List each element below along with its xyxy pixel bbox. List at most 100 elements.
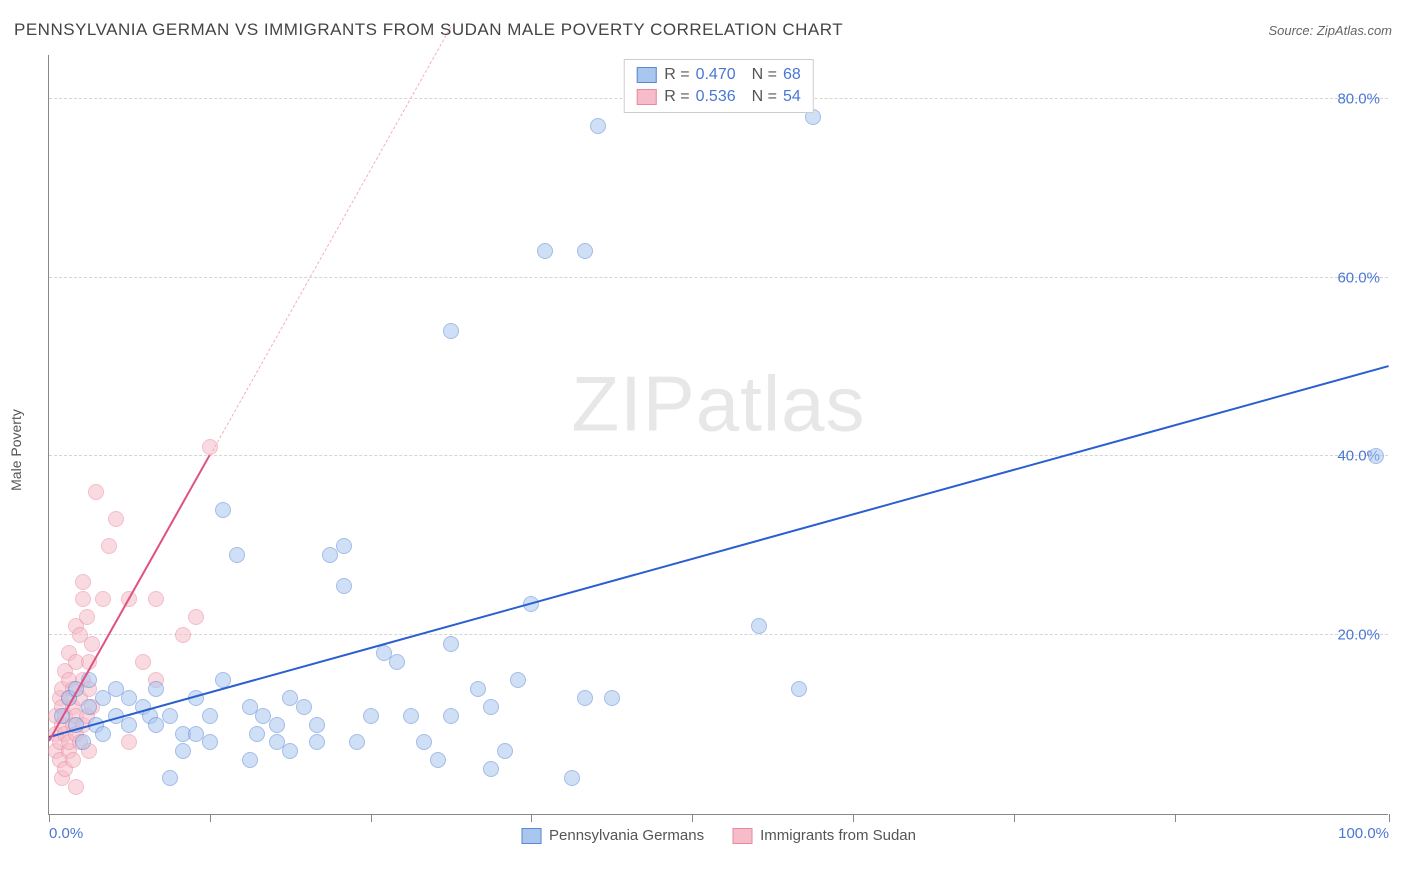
y-tick-label: 60.0% (1337, 269, 1380, 286)
legend-item: Immigrants from Sudan (732, 827, 916, 844)
data-point (416, 734, 432, 750)
plot-area: ZIPatlas R =0.470N =68R =0.536N =54 Penn… (48, 55, 1388, 815)
data-point (75, 734, 91, 750)
data-point (363, 708, 379, 724)
data-point (121, 717, 137, 733)
y-tick-label: 20.0% (1337, 627, 1380, 644)
trendline-extrapolated (209, 26, 451, 456)
data-point (791, 681, 807, 697)
data-point (1368, 448, 1384, 464)
x-tick (49, 814, 50, 822)
r-label: R = (664, 88, 689, 106)
chart-title: PENNSYLVANIA GERMAN VS IMMIGRANTS FROM S… (14, 20, 843, 40)
data-point (75, 591, 91, 607)
legend-series: Pennsylvania Germans Immigrants from Suda… (521, 827, 916, 844)
data-point (175, 627, 191, 643)
data-point (443, 708, 459, 724)
legend-swatch (521, 828, 541, 844)
data-point (162, 708, 178, 724)
x-tick (531, 814, 532, 822)
legend-swatch (636, 67, 656, 83)
r-value: 0.470 (696, 66, 736, 84)
data-point (68, 779, 84, 795)
data-point (95, 591, 111, 607)
data-point (242, 752, 258, 768)
data-point (249, 726, 265, 742)
x-tick (210, 814, 211, 822)
data-point (336, 538, 352, 554)
x-tick-label: 0.0% (49, 825, 83, 842)
y-axis-label: Male Poverty (8, 409, 24, 491)
data-point (215, 502, 231, 518)
data-point (497, 743, 513, 759)
data-point (95, 726, 111, 742)
x-tick-label: 100.0% (1338, 825, 1389, 842)
data-point (590, 118, 606, 134)
data-point (577, 690, 593, 706)
data-point (430, 752, 446, 768)
data-point (282, 743, 298, 759)
x-tick (853, 814, 854, 822)
data-point (443, 636, 459, 652)
data-point (751, 618, 767, 634)
data-point (537, 243, 553, 259)
data-point (443, 323, 459, 339)
data-point (470, 681, 486, 697)
data-point (309, 734, 325, 750)
data-point (229, 547, 245, 563)
trendline (49, 365, 1390, 738)
data-point (162, 770, 178, 786)
legend-item: Pennsylvania Germans (521, 827, 704, 844)
data-point (483, 699, 499, 715)
data-point (202, 734, 218, 750)
n-label: N = (752, 88, 777, 106)
data-point (121, 734, 137, 750)
data-point (389, 654, 405, 670)
gridline (49, 455, 1388, 456)
data-point (269, 717, 285, 733)
legend-swatch (732, 828, 752, 844)
legend-label: Immigrants from Sudan (760, 827, 916, 844)
data-point (577, 243, 593, 259)
data-point (135, 654, 151, 670)
y-tick-label: 80.0% (1337, 90, 1380, 107)
gridline (49, 277, 1388, 278)
data-point (84, 636, 100, 652)
gridline (49, 634, 1388, 635)
data-point (108, 511, 124, 527)
data-point (148, 591, 164, 607)
x-tick (1014, 814, 1015, 822)
data-point (349, 734, 365, 750)
data-point (175, 743, 191, 759)
source-label: Source: ZipAtlas.com (1268, 23, 1392, 38)
legend-correlation: R = 0.470 N = 68 R = 0.536 N = 54 (623, 59, 814, 113)
legend-label: Pennsylvania Germans (549, 827, 704, 844)
data-point (604, 690, 620, 706)
x-tick (692, 814, 693, 822)
x-tick (371, 814, 372, 822)
chart-container: Male Poverty ZIPatlas R =0.470N =68R =0.… (48, 55, 1388, 845)
legend-swatch (636, 89, 656, 105)
data-point (79, 609, 95, 625)
data-point (101, 538, 117, 554)
x-tick (1175, 814, 1176, 822)
r-label: R = (664, 66, 689, 84)
data-point (88, 484, 104, 500)
data-point (309, 717, 325, 733)
data-point (510, 672, 526, 688)
n-value: 54 (783, 88, 801, 106)
n-label: N = (752, 66, 777, 84)
data-point (65, 752, 81, 768)
watermark: ZIPatlas (571, 359, 865, 450)
r-value: 0.536 (696, 88, 736, 106)
data-point (296, 699, 312, 715)
data-point (188, 609, 204, 625)
data-point (148, 681, 164, 697)
data-point (75, 574, 91, 590)
data-point (483, 761, 499, 777)
n-value: 68 (783, 66, 801, 84)
header: PENNSYLVANIA GERMAN VS IMMIGRANTS FROM S… (14, 20, 1392, 40)
x-tick (1389, 814, 1390, 822)
data-point (202, 708, 218, 724)
legend-row: R = 0.470 N = 68 (636, 64, 801, 86)
